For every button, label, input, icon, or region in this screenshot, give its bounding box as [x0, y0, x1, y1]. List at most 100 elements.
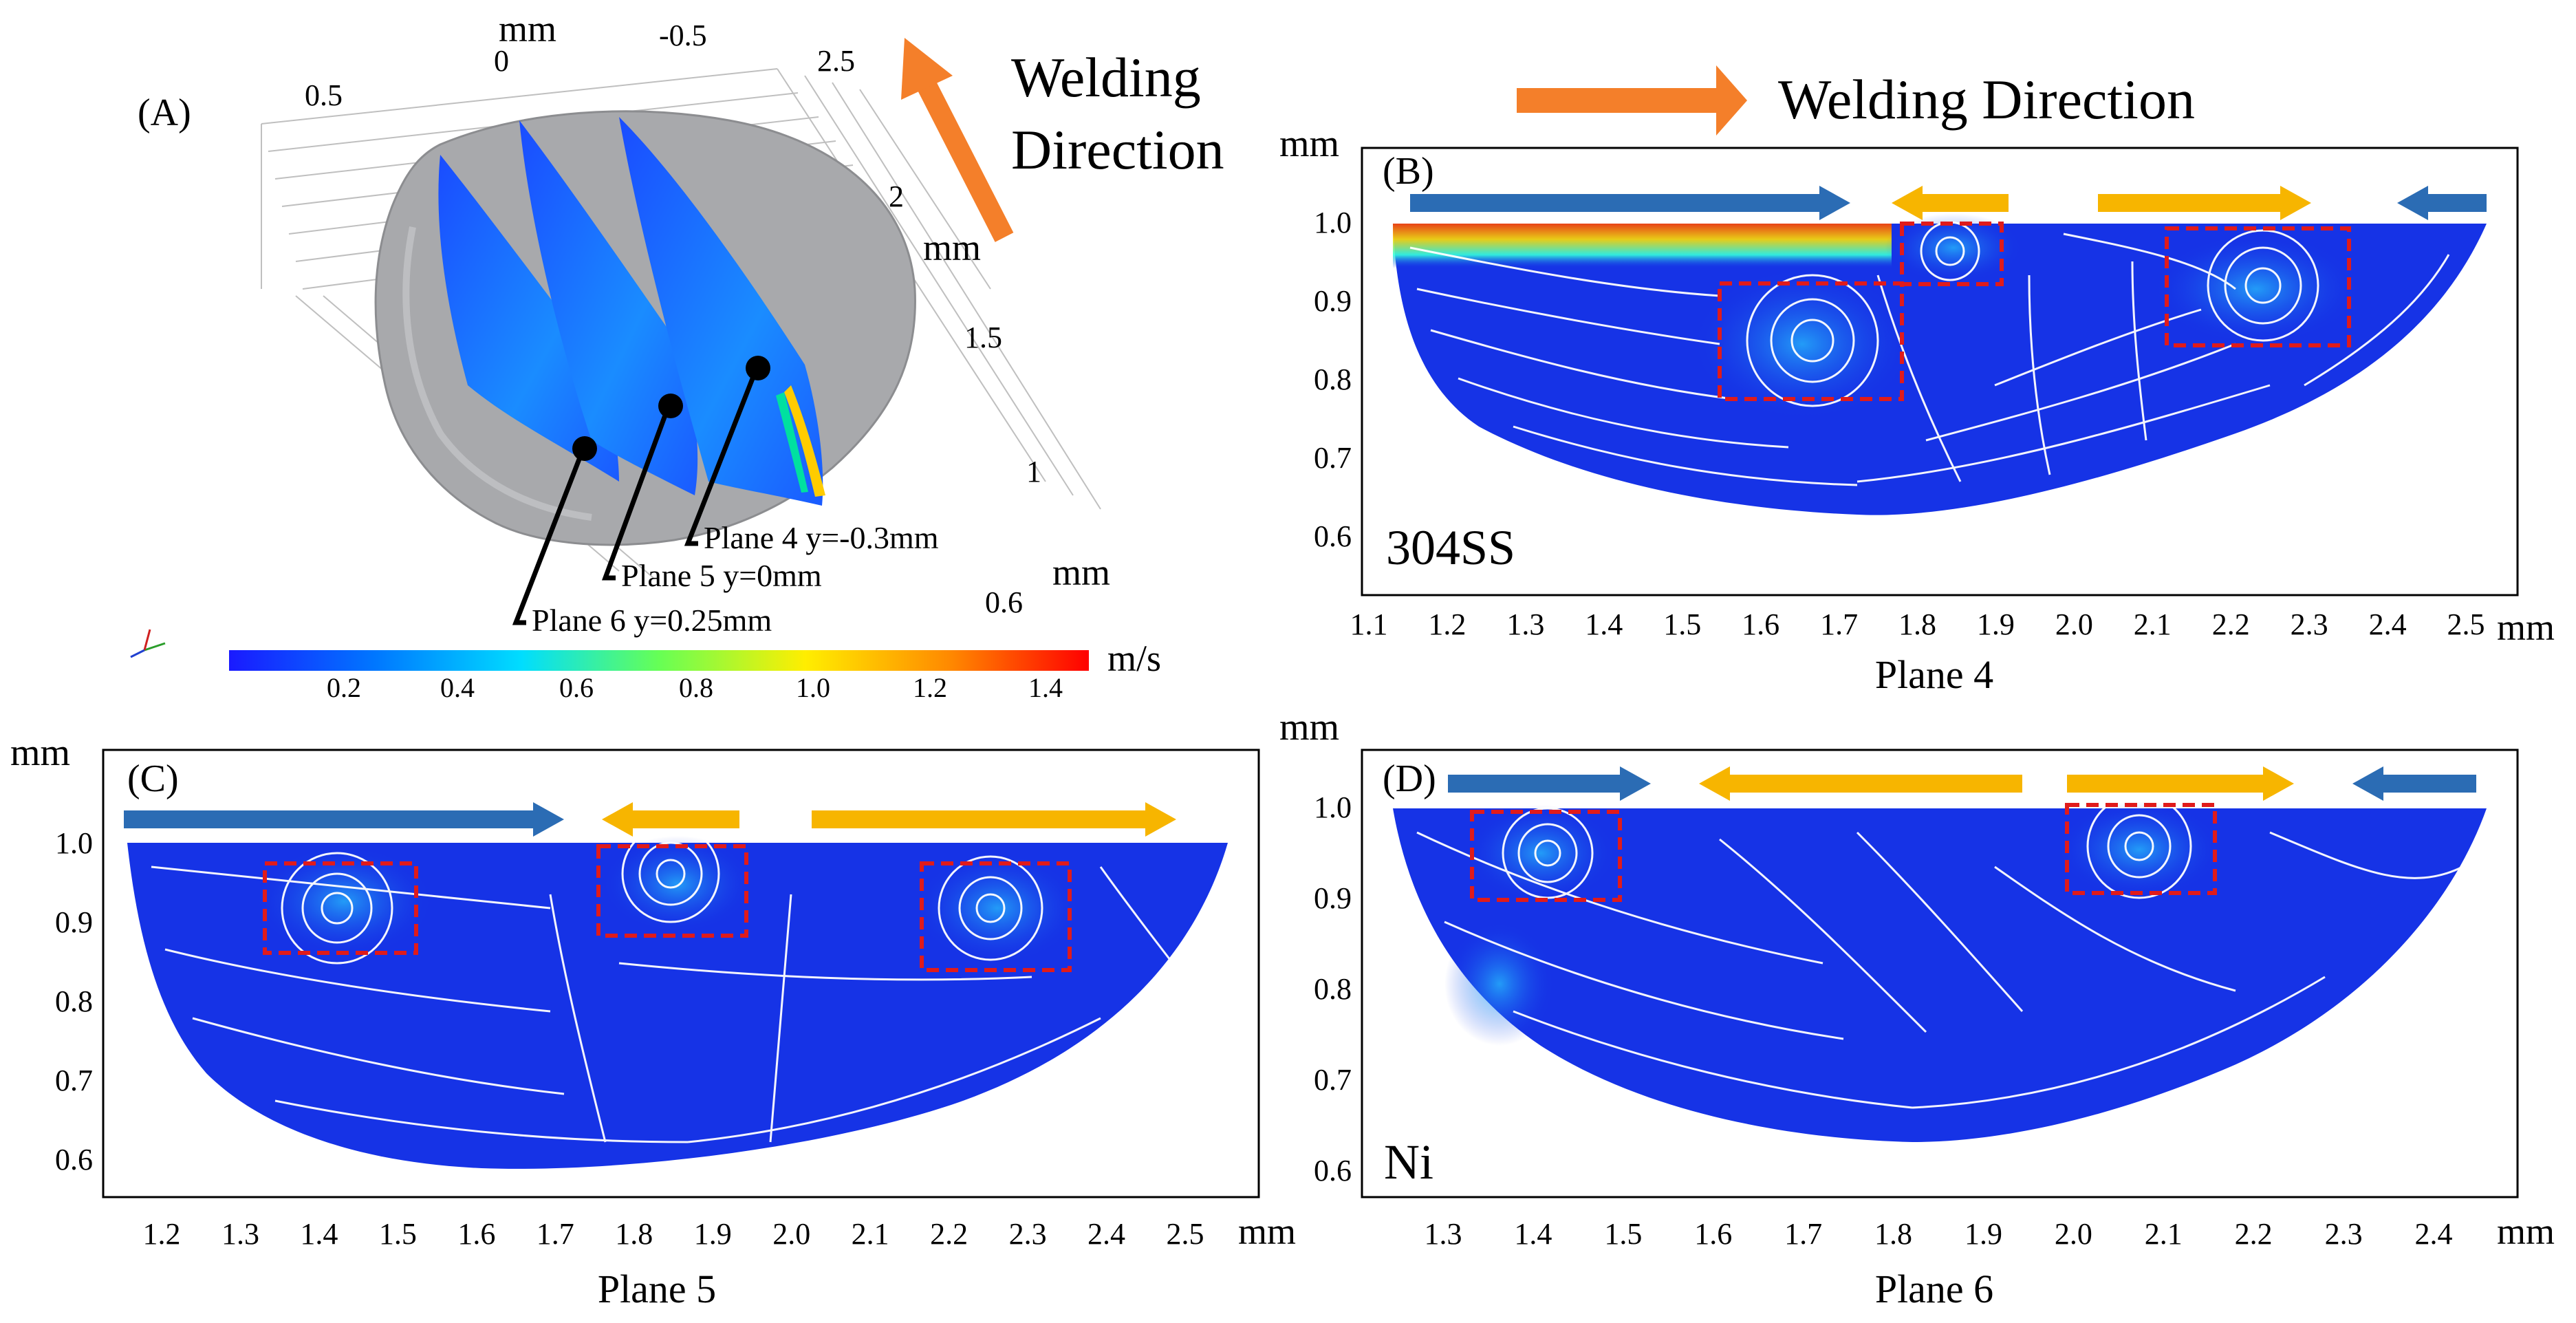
x-tick: 1.5	[1663, 607, 1701, 641]
panel-c-unit-x: mm	[1238, 1211, 1296, 1252]
panel-c-vortex-boxes	[263, 844, 1072, 972]
panel-d-material: Ni	[1384, 1134, 1433, 1190]
x-tick: 2.3	[2325, 1217, 2363, 1251]
plane-6-callout: Plane 6 y=0.25mm	[532, 603, 772, 638]
plane-callouts	[512, 367, 759, 625]
panel-d-frame	[1361, 749, 2519, 1198]
x-tick: 2.3	[2291, 607, 2328, 641]
colorbar-tick: 0.6	[559, 672, 594, 703]
plane-6-marker	[572, 436, 597, 461]
x-tick: 2.4	[2415, 1217, 2453, 1251]
panel-d-y-ticks: 1.0 0.9 0.8 0.7 0.6	[1314, 790, 1352, 1187]
x-tick: 1.4	[1514, 1217, 1552, 1251]
x-tick: 1.6	[1742, 607, 1779, 641]
y-tick: 0.9	[1314, 881, 1352, 915]
panel-d-x-ticks: 1.3 1.4 1.5 1.6 1.7 1.8 1.9 2.0 2.1 2.2 2.3 2.4	[1425, 1217, 2453, 1251]
x-tick: 1.8	[1898, 607, 1936, 641]
panel-b-x-ticks: 1.1 1.2 1.3 1.4 1.5 1.6 1.7 1.8 1.9 2.0 2.1 2.2 2.3 2…	[1350, 607, 2485, 641]
a-right-tick: 1.5	[964, 321, 1002, 354]
plane-5-marker	[658, 394, 683, 418]
colorbar-tick: 1.4	[1028, 672, 1063, 703]
panel-a-label: (A)	[138, 92, 191, 134]
y-tick: 0.7	[55, 1064, 93, 1097]
colorbar-ticks: 0.2 0.4 0.6 0.8 1.0 1.2 1.4	[327, 672, 1063, 703]
y-tick: 0.9	[1314, 284, 1352, 318]
x-tick: 2.0	[2055, 1217, 2092, 1251]
panel-b-label: (B)	[1383, 150, 1434, 193]
panel-b-flow-arrows	[1410, 186, 2487, 220]
panel-c-y-ticks: 1.0 0.9 0.8 0.7 0.6	[55, 826, 93, 1176]
x-tick: 1.8	[615, 1217, 653, 1251]
colorbar-unit: m/s	[1107, 638, 1161, 679]
x-tick: 2.4	[1087, 1217, 1125, 1251]
colorbar	[229, 650, 1089, 671]
a-axis-unit-mid: mm	[923, 227, 981, 268]
x-tick: 2.2	[2212, 607, 2250, 641]
velocity-slices	[438, 117, 825, 506]
y-tick: 0.8	[1314, 363, 1352, 396]
x-tick: 1.9	[1965, 1217, 2002, 1251]
y-tick: 0.6	[1314, 519, 1352, 553]
y-tick: 1.0	[55, 826, 93, 860]
x-tick: 2.0	[772, 1217, 810, 1251]
x-tick: 1.4	[1585, 607, 1623, 641]
x-tick: 1.7	[1820, 607, 1858, 641]
panel-c-label: (C)	[127, 757, 179, 800]
x-tick: 1.1	[1350, 607, 1388, 641]
a-right-tick: 2	[889, 180, 904, 213]
panel-b-frame	[1361, 147, 2519, 596]
panel-b-unit-x: mm	[2497, 607, 2555, 648]
colorbar-tick: 1.0	[796, 672, 830, 703]
y-tick: 0.6	[55, 1143, 93, 1176]
y-tick: 1.0	[1314, 790, 1352, 824]
x-tick: 1.5	[379, 1217, 417, 1251]
x-tick: 1.7	[1784, 1217, 1822, 1251]
panel-c-frame	[102, 749, 1260, 1198]
y-tick: 0.9	[55, 905, 93, 939]
y-tick: 0.8	[55, 985, 93, 1018]
slice-plane-4	[619, 117, 823, 506]
welding-direction-label-a2: Direction	[1011, 118, 1224, 181]
x-tick: 1.5	[1604, 1217, 1642, 1251]
panel-c-unit-y: mm	[10, 731, 70, 774]
y-tick: 0.7	[1314, 441, 1352, 475]
a-top-tick: 0	[494, 44, 509, 78]
panel-d-flow-arrows	[1448, 766, 2476, 801]
panel-c-x-ticks: 1.2 1.3 1.4 1.5 1.6 1.7 1.8 1.9 2.0 2.1 2.2 2.3 2.4 2…	[143, 1217, 1204, 1251]
plane-5-callout: Plane 5 y=0mm	[621, 558, 822, 593]
x-tick: 2.1	[2145, 1217, 2183, 1251]
a-axis-unit-top: mm	[499, 8, 556, 50]
panel-c-flow-arrows	[124, 802, 1176, 837]
panel-b-vortex-boxes	[1718, 222, 2351, 401]
x-tick: 2.1	[852, 1217, 889, 1251]
colorbar-tick: 1.2	[913, 672, 947, 703]
y-tick: 0.8	[1314, 972, 1352, 1006]
x-tick: 2.5	[1167, 1217, 1204, 1251]
a-top-tick: -0.5	[659, 19, 707, 52]
x-tick: 1.3	[221, 1217, 259, 1251]
panel-c: mm (C)	[10, 731, 1296, 1311]
x-tick: 1.2	[143, 1217, 181, 1251]
panel-d: mm (D) Ni 1.0	[1279, 706, 2555, 1311]
header-welding-direction-label: Welding Direction	[1778, 68, 2195, 131]
colorbar-tick: 0.8	[679, 672, 713, 703]
panel-a: (A) 0.5 0 -0.5 2.5 mm 2 1.5 1 0.6 mm mm	[130, 8, 1224, 703]
x-tick: 1.9	[694, 1217, 732, 1251]
panel-b-unit-y: mm	[1279, 122, 1339, 165]
panel-d-plane-title: Plane 6	[1875, 1267, 1993, 1311]
x-tick: 2.4	[2369, 607, 2407, 641]
slice-plane-5	[519, 120, 698, 495]
a-top-tick: 0.5	[305, 78, 343, 112]
x-tick: 1.9	[1977, 607, 2015, 641]
panel-b: mm (B)	[1279, 122, 2555, 697]
plane-4-callout: Plane 4 y=-0.3mm	[704, 520, 939, 555]
panel-d-streamlines	[1416, 793, 2463, 1109]
slice-plane-6	[438, 155, 619, 482]
x-tick: 1.3	[1506, 607, 1544, 641]
panel-c-streamlines	[151, 824, 1184, 1143]
panel-d-unit-y: mm	[1279, 706, 1339, 749]
x-tick: 2.2	[2235, 1217, 2273, 1251]
a-axis-unit-right: mm	[1052, 552, 1110, 593]
colorbar-tick: 0.4	[440, 672, 475, 703]
